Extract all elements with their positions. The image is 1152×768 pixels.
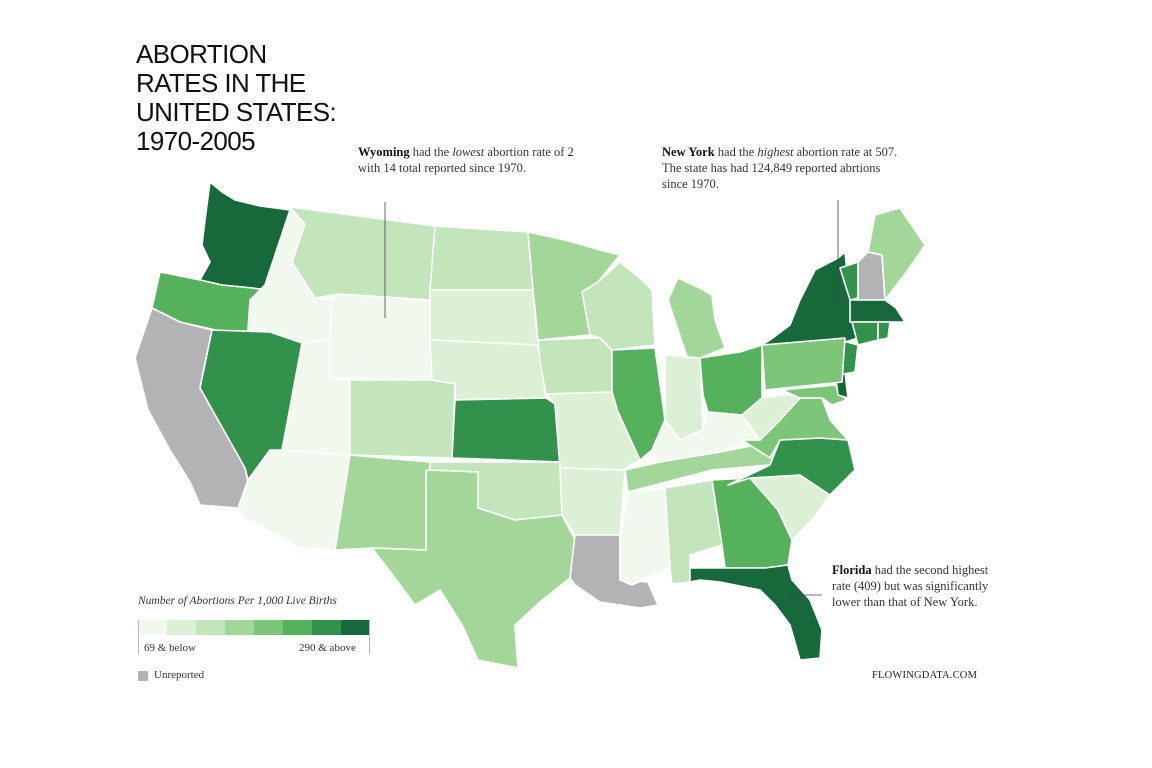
state-wisconsin[interactable] [581, 261, 656, 351]
state-massachusetts[interactable] [849, 299, 906, 323]
legend-color-scale [138, 620, 370, 635]
state-new-york[interactable] [761, 251, 859, 346]
title-line: 1970-2005 [136, 126, 256, 156]
title-line: United States: [136, 97, 337, 127]
wyoming-annotation: Wyoming had the lowest abortion rate of … [358, 144, 578, 176]
legend-swatch [225, 620, 254, 635]
florida-annotation: Florida had the second highest rate (409… [832, 562, 1002, 610]
annotation-state-name: New York [662, 145, 715, 159]
annotation-state-name: Florida [832, 563, 872, 577]
unreported-label: Unreported [154, 669, 205, 681]
state-pennsylvania[interactable] [761, 337, 846, 391]
state-montana[interactable] [289, 206, 436, 301]
annotation-text: abortion rate at 507. The state has had … [662, 145, 898, 191]
state-kansas[interactable] [451, 397, 561, 463]
legend-tick [369, 620, 370, 654]
state-florida[interactable] [689, 564, 823, 661]
state-maryland[interactable] [781, 384, 847, 406]
state-illinois[interactable] [611, 347, 666, 461]
state-connecticut[interactable] [851, 321, 879, 346]
title-line: Rates in the [136, 68, 306, 98]
unreported-swatch [138, 671, 148, 681]
state-north-dakota[interactable] [429, 225, 534, 291]
legend-high-label: 290 & above [299, 642, 356, 654]
state-arkansas[interactable] [559, 467, 626, 536]
state-north-carolina[interactable] [727, 437, 856, 496]
legend-swatch [283, 620, 312, 635]
state-texas[interactable] [371, 469, 576, 669]
annotation-text: abortion rate of 2 with 14 total reporte… [358, 145, 574, 175]
annotation-emphasis: highest [757, 145, 794, 159]
state-michigan[interactable] [667, 277, 726, 361]
state-wyoming[interactable] [329, 293, 433, 381]
annotation-text: had the [714, 145, 758, 159]
new-york-annotation: New York had the highest abortion rate a… [662, 144, 902, 192]
legend-title: Number of Abortions Per 1,000 Live Birth… [138, 595, 337, 607]
legend-swatch [254, 620, 283, 635]
legend-swatch [196, 620, 225, 635]
state-new-hampshire[interactable] [857, 251, 886, 301]
state-iowa[interactable] [537, 337, 616, 395]
state-mississippi[interactable] [619, 487, 671, 586]
state-new-mexico[interactable] [334, 454, 431, 551]
state-rhode-island[interactable] [877, 321, 891, 341]
annotation-state-name: Wyoming [358, 145, 410, 159]
legend-swatch [312, 620, 341, 635]
legend-low-label: 69 & below [144, 642, 196, 654]
annotation-text: had the second highest rate (409) but wa… [832, 563, 989, 609]
legend-swatch [341, 620, 370, 635]
annotation-emphasis: lowest [452, 145, 485, 159]
title-line: Abortion [136, 39, 267, 69]
state-south-dakota[interactable] [429, 289, 539, 346]
source-credit: FLOWINGDATA.COM [872, 670, 978, 681]
annotation-text: had the [409, 145, 453, 159]
legend-swatch [167, 620, 196, 635]
state-ohio[interactable] [699, 344, 763, 416]
legend-tick [138, 620, 139, 654]
state-colorado[interactable] [349, 379, 456, 459]
map-title: Abortion Rates in the United States: 197… [136, 40, 356, 156]
state-maine[interactable] [867, 207, 926, 301]
legend-swatch [138, 620, 167, 635]
